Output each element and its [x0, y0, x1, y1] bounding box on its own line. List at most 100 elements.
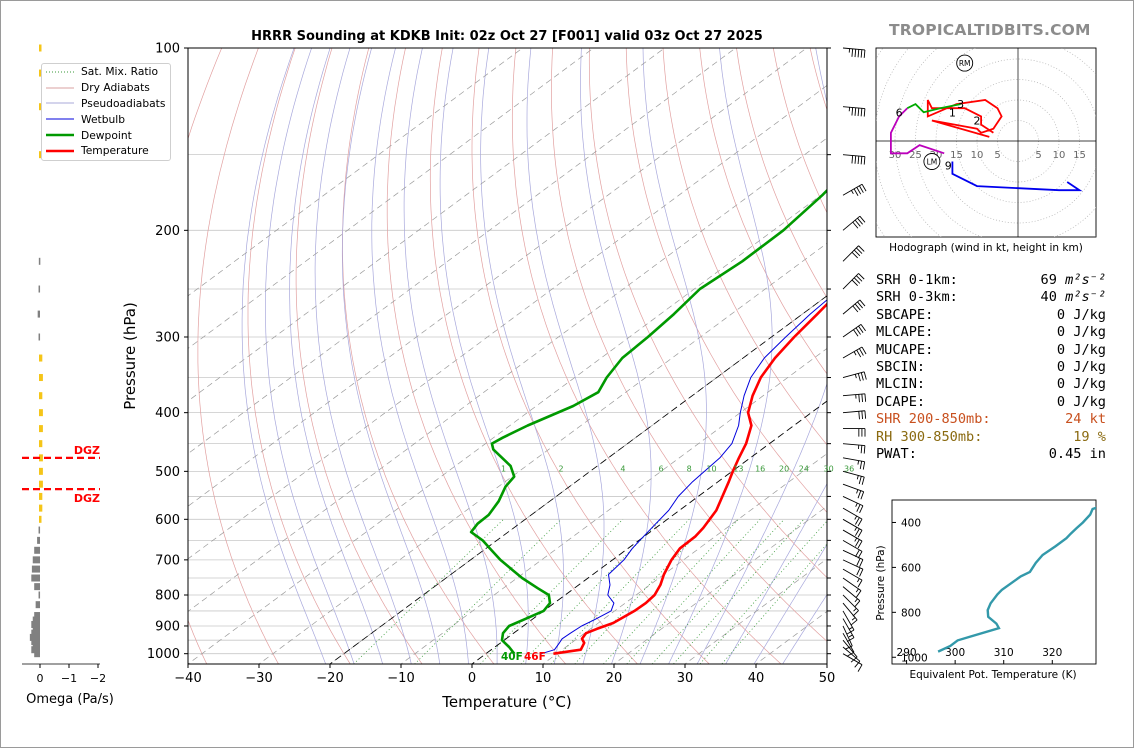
barb-flag — [858, 185, 864, 193]
barb-flag — [854, 303, 861, 311]
mixing-ratio-label: 30 — [824, 464, 834, 473]
wind-barb — [842, 393, 867, 403]
wind-barb — [842, 618, 855, 643]
wind-barb — [843, 428, 866, 437]
mixing-ratio-line — [414, 519, 562, 664]
wind-barb — [842, 299, 866, 315]
pseudoadiabat-line — [371, 48, 469, 664]
wind-barb — [842, 47, 866, 58]
barb-staff — [842, 299, 861, 315]
wind-barb — [842, 529, 863, 549]
barb-flag — [862, 461, 866, 470]
barb-flag — [860, 156, 863, 165]
hodograph-height-label: 3 — [957, 98, 964, 111]
mixing-ratio-label: 24 — [799, 464, 809, 473]
mixing-ratio-line — [699, 520, 827, 664]
pseudoadiabat-line — [580, 48, 652, 664]
barb-staff — [842, 577, 862, 591]
stat-label: SBCIN: — [876, 358, 926, 375]
temperature-line — [553, 302, 827, 655]
omega-bar — [32, 616, 40, 624]
x-tick-label: −30 — [245, 671, 272, 686]
barb-staff — [842, 393, 865, 397]
barb-staff — [842, 602, 858, 621]
hodograph-trace — [890, 107, 945, 155]
barb-flag — [859, 215, 866, 223]
y-tick-label: 800 — [155, 588, 180, 603]
isotherm-line — [258, 242, 827, 664]
stat-row: MLCAPE: 0 J/kg — [876, 324, 1106, 341]
dry-adiabat-line — [342, 48, 495, 664]
dry-adiabat-line — [429, 48, 638, 664]
omega-bar — [31, 646, 40, 654]
omega-bar-rising — [39, 480, 43, 488]
pseudoadiabat-line — [526, 48, 605, 664]
barb-half-flag — [851, 617, 856, 621]
stat-value: 40 — [1040, 289, 1057, 306]
stat-row: MLCIN: 0 J/kg — [876, 376, 1106, 393]
barb-half-flag — [854, 598, 858, 603]
hodograph-trace — [926, 99, 1003, 138]
wind-barb — [842, 323, 866, 338]
pseudoadiabat-line — [289, 48, 384, 664]
wind-barb — [842, 457, 866, 470]
omega-bar — [38, 285, 41, 293]
barb-half-flag — [853, 351, 857, 356]
barb-flag — [853, 249, 861, 257]
mixing-ratio-label: 8 — [687, 464, 692, 473]
y-tick-label: 700 — [155, 553, 180, 568]
legend-label: Wetbulb — [81, 112, 126, 126]
omega-bar — [31, 621, 40, 629]
barb-flag — [861, 346, 867, 355]
barb-staff — [842, 653, 863, 666]
omega-bar-rising — [39, 440, 43, 448]
barb-staff — [842, 371, 865, 378]
omega-bar — [29, 633, 40, 641]
barb-flag — [852, 305, 859, 313]
hodograph-ring-label: 15 — [950, 150, 963, 161]
isotherm-line — [684, 558, 827, 664]
barb-flag — [852, 221, 859, 229]
storm-motion-marker — [923, 153, 941, 170]
stat-label: RH 300-850mb: — [876, 428, 983, 445]
barb-half-flag — [848, 634, 853, 638]
barb-flag — [854, 528, 860, 536]
x-tick-label: 30 — [677, 671, 694, 686]
y-tick-label: 100 — [155, 42, 180, 57]
barb-staff — [842, 639, 858, 658]
hodograph-ring-label: 15 — [1073, 150, 1086, 161]
stat-row: SBCAPE: 0 J/kg — [876, 307, 1106, 324]
stat-label: SHR 200-850mb: — [876, 411, 991, 428]
omega-bar — [34, 650, 40, 658]
omega-bar — [37, 310, 40, 318]
theta-e-line — [937, 506, 1096, 653]
hodograph-ring-label: 30 — [889, 150, 902, 161]
barb-staff — [842, 470, 865, 478]
barb-flag — [851, 107, 854, 116]
barb-flag — [857, 155, 860, 165]
omega-bar-rising — [39, 354, 43, 362]
barb-flag — [858, 325, 864, 333]
barb-flag — [858, 245, 865, 252]
barb-flag — [858, 476, 862, 485]
barb-half-flag — [855, 588, 859, 593]
barb-half-flag — [853, 608, 857, 612]
stat-value: 0 J/kg — [1056, 393, 1106, 410]
barb-flag — [856, 558, 861, 566]
legend-item-sat-mix: Sat. Mix. Ratio — [42, 64, 170, 80]
omega-bar-rising — [39, 151, 42, 159]
wind-barb — [842, 470, 865, 485]
stat-value: 0 J/kg — [1056, 324, 1106, 341]
wind-barb — [842, 653, 863, 672]
pseudoadiabat-line — [639, 48, 707, 664]
pseudoadiabat-line — [480, 48, 564, 664]
mixing-ratio-line — [520, 519, 662, 664]
mixing-ratio-line — [672, 519, 805, 664]
x-tick-label: 50 — [819, 671, 836, 686]
dewpoint-line — [469, 188, 827, 655]
stat-value: 0 J/kg — [1056, 358, 1106, 375]
barb-staff — [842, 632, 855, 653]
barb-flag — [853, 188, 859, 196]
theta-e-panel: 290 300 310 320 400 600 800 1000 — [891, 499, 1097, 665]
